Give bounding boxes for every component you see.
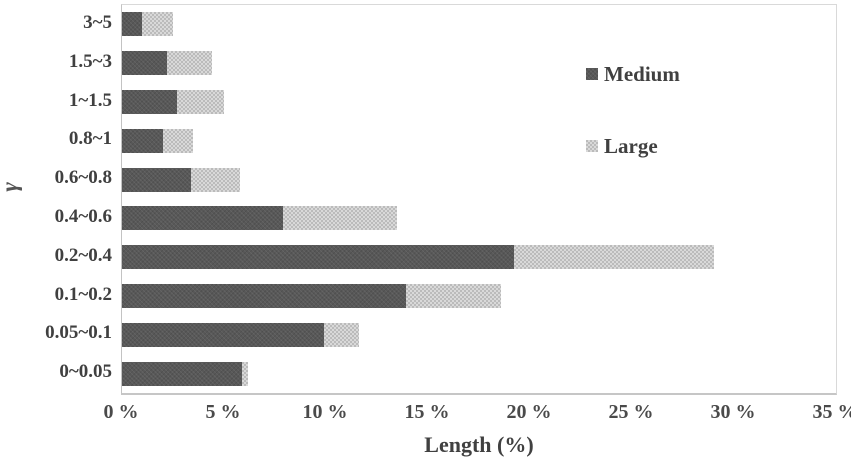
x-tick-label-5: 5 % — [205, 401, 241, 423]
x-tick-label-10: 10 % — [302, 401, 348, 423]
bar-segment-medium-1~1.5 — [122, 90, 178, 114]
legend-label-large: Large — [604, 133, 658, 158]
x-tick-label-15: 15 % — [404, 401, 450, 423]
y-tick-label-0.4~0.6: 0.4~0.6 — [54, 206, 112, 227]
y-tick-label-1.5~3: 1.5~3 — [68, 50, 112, 72]
bar-segment-large-0.1~0.2 — [405, 284, 502, 308]
bar-segment-medium-0~0.05 — [122, 361, 243, 386]
legend-item-large: Large — [586, 133, 680, 159]
plot-area: Medium Large — [121, 4, 837, 395]
bar-segment-medium-0.2~0.4 — [122, 245, 514, 270]
bar-segment-large-0.05~0.1 — [323, 322, 359, 347]
bar-segment-large-0.8~1 — [162, 128, 194, 153]
y-tick-label-3~5: 3~5 — [83, 12, 112, 33]
bar-segment-medium-3~5 — [122, 12, 143, 37]
bar-segment-large-0~0.05 — [242, 361, 249, 386]
bar-segment-large-0.2~0.4 — [513, 245, 714, 270]
x-axis-title: Length (%) — [424, 432, 534, 457]
y-tick-label-0~0.05: 0~0.05 — [59, 361, 112, 383]
bar-segment-large-0.6~0.8 — [191, 167, 241, 192]
bar-segment-medium-0.6~0.8 — [122, 167, 192, 192]
legend-item-medium: Medium — [586, 61, 680, 87]
y-tick-label-0.6~0.8: 0.6~0.8 — [54, 167, 112, 189]
bar-segment-medium-0.05~0.1 — [122, 322, 324, 347]
x-tick-label-0: 0 % — [103, 401, 139, 423]
y-tick-label-0.05~0.1: 0.05~0.1 — [45, 322, 112, 344]
y-tick-label-0.2~0.4: 0.2~0.4 — [54, 244, 112, 266]
y-tick-label-1~1.5: 1~1.5 — [68, 89, 112, 111]
bar-segment-medium-0.4~0.6 — [122, 206, 284, 231]
bar-segment-large-0.4~0.6 — [283, 206, 398, 231]
bar-segment-medium-0.1~0.2 — [122, 284, 406, 308]
x-tick-label-30: 30 % — [710, 401, 756, 423]
legend-swatch-medium-icon — [586, 68, 598, 80]
y-tick-label-0.8~1: 0.8~1 — [68, 128, 112, 150]
bar-segment-large-3~5 — [142, 12, 173, 37]
bar-segment-medium-0.8~1 — [122, 128, 163, 153]
bar-segment-large-1.5~3 — [166, 51, 212, 76]
legend-label-medium: Medium — [604, 61, 680, 86]
bar-segment-medium-1.5~3 — [122, 51, 167, 76]
x-tick-label-35: 35 % — [812, 401, 851, 423]
legend: Medium Large — [586, 61, 680, 205]
bar-segment-large-1~1.5 — [177, 90, 224, 114]
y-tick-label-0.1~0.2: 0.1~0.2 — [54, 283, 112, 305]
x-tick-label-25: 25 % — [608, 401, 654, 423]
legend-swatch-large-icon — [586, 140, 598, 152]
x-tick-label-20: 20 % — [506, 401, 552, 423]
